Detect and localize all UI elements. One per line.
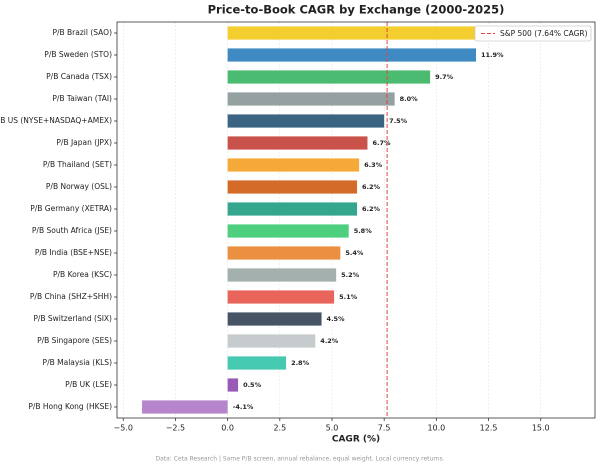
- bar: [227, 224, 349, 238]
- bar: [227, 92, 395, 106]
- x-tick-label: 12.5: [480, 424, 498, 433]
- bar: [227, 312, 322, 326]
- y-tick-label: P/B Switzerland (SIX): [33, 314, 112, 323]
- value-label: 2.8%: [291, 359, 310, 367]
- value-label: 8.0%: [400, 95, 419, 103]
- value-label: 6.3%: [364, 161, 383, 169]
- y-tick-label: P/B Brazil (SAO): [52, 28, 112, 37]
- y-tick-label: P/B Japan (JPX): [56, 138, 112, 147]
- value-label: -4.1%: [233, 403, 254, 411]
- value-label: 6.2%: [362, 205, 381, 213]
- x-tick-label: 10.0: [427, 424, 445, 433]
- bar: [227, 136, 368, 150]
- bar: [227, 356, 287, 370]
- bar: [227, 268, 337, 282]
- bar: [227, 180, 358, 194]
- x-axis-label: CAGR (%): [332, 435, 380, 445]
- bar: [227, 48, 477, 62]
- bar: [227, 114, 385, 128]
- y-tick-label: P/B Korea (KSC): [53, 270, 112, 279]
- bar: [227, 246, 341, 260]
- x-tick-label: 0.0: [221, 424, 234, 433]
- x-tick-label: 15.0: [532, 424, 550, 433]
- x-tick-label: −5.0: [114, 424, 133, 433]
- y-tick-label: P/B South Africa (JSE): [32, 226, 112, 235]
- y-tick-label: P/B UK (LSE): [65, 380, 112, 389]
- y-tick-label: P/B Germany (XETRA): [30, 204, 112, 213]
- axes-frame: [116, 21, 596, 419]
- y-tick-label: P/B Thailand (SET): [43, 160, 112, 169]
- legend-box: [474, 25, 592, 42]
- bar: [227, 202, 358, 216]
- y-tick-label: P/B Taiwan (TAI): [52, 94, 112, 103]
- y-tick-label: P/B Canada (TSX): [46, 72, 112, 81]
- value-label: 5.4%: [345, 249, 364, 257]
- y-tick-label: P/B China (SHZ+SHH): [30, 292, 112, 301]
- y-tick-label: P/B Norway (OSL): [46, 182, 112, 191]
- value-label: 6.7%: [372, 139, 391, 147]
- x-tick-label: 5.0: [326, 424, 339, 433]
- bar: [227, 290, 335, 304]
- y-tick-label: P/B Malaysia (KLS): [43, 358, 113, 367]
- value-label: 0.5%: [243, 381, 262, 389]
- value-label: 9.7%: [435, 73, 454, 81]
- value-label: 5.2%: [341, 271, 360, 279]
- value-label: 7.5%: [389, 117, 408, 125]
- value-label: 11.9%: [481, 51, 504, 59]
- bar: [227, 70, 431, 84]
- bar: [227, 334, 316, 348]
- y-tick-label: P/B US (NYSE+NASDAQ+AMEX): [0, 116, 112, 125]
- footer: Data: Ceta Research | Same P/B screen, a…: [155, 456, 444, 463]
- x-tick-label: −2.5: [166, 424, 185, 433]
- x-tick-label: 7.5: [378, 424, 391, 433]
- y-tick-label: P/B Singapore (SES): [37, 336, 112, 345]
- bar: [142, 400, 228, 414]
- bar: [227, 378, 239, 392]
- legend-label: S&P 500 (7.64% CAGR): [500, 29, 588, 38]
- chart-title: Price-to-Book CAGR by Exchange (2000-202…: [208, 3, 505, 17]
- y-tick-label: P/B Hong Kong (HKSE): [28, 402, 112, 411]
- value-label: 4.5%: [327, 315, 346, 323]
- y-tick-label: P/B Sweden (STO): [44, 50, 112, 59]
- value-label: 4.2%: [320, 337, 339, 345]
- x-tick-label: 2.5: [273, 424, 286, 433]
- value-label: 6.2%: [362, 183, 381, 191]
- bar: [227, 158, 360, 172]
- value-label: 5.1%: [339, 293, 358, 301]
- y-tick-label: P/B India (BSE+NSE): [35, 248, 112, 257]
- value-label: 5.8%: [354, 227, 373, 235]
